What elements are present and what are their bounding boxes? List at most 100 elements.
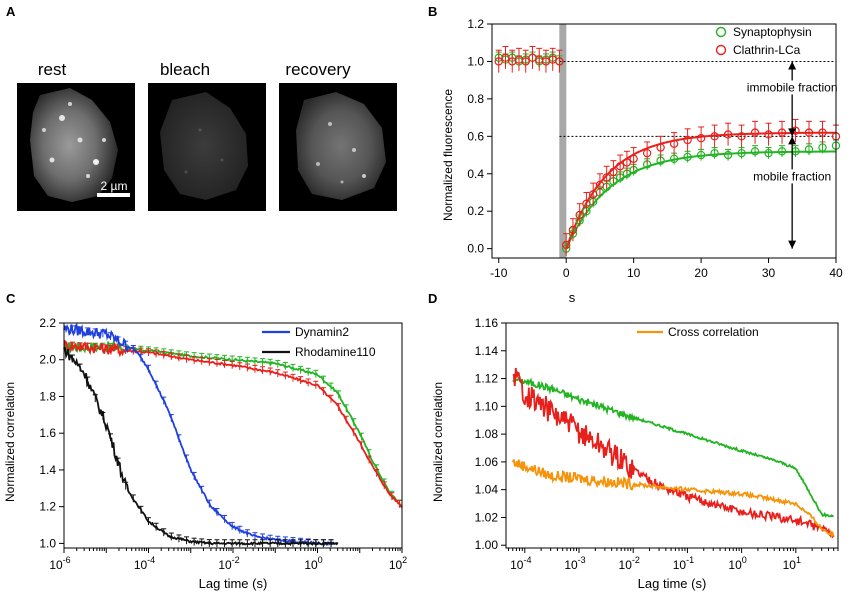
data-point-clathrin-lca <box>642 148 652 158</box>
panel-d-letter: D <box>428 291 437 306</box>
data-point-clathrin-lca <box>595 180 605 190</box>
d-ytick-label: 1.14 <box>475 344 499 358</box>
data-point-clathrin-lca <box>723 130 733 139</box>
arrow-head-down <box>788 240 797 249</box>
scale-bar <box>97 193 130 197</box>
b-ytick-label: 0.2 <box>467 204 484 218</box>
b-xlabel: s <box>569 290 576 305</box>
data-point-clathrin-lca <box>669 139 679 149</box>
data-point-synaptophysin <box>696 150 706 160</box>
image-recovery <box>279 83 397 211</box>
d-xtick-label: 101 <box>783 555 801 572</box>
data-point-synaptophysin <box>683 152 692 162</box>
c-xtick-label: 10-2 <box>218 555 239 572</box>
d-ytick-label: 1.12 <box>475 372 499 386</box>
annotation-label: mobile fraction <box>753 169 831 183</box>
d-ytick-label: 1.06 <box>475 455 499 469</box>
data-point-clathrin-lca <box>615 162 625 171</box>
legend-clathrin: Clathrin-LCa <box>733 43 801 57</box>
data-point-clathrin-lca <box>568 225 578 235</box>
d-ytick-label: 1.10 <box>475 399 499 413</box>
data-point-clathrin-lca <box>555 57 564 66</box>
b-xtick-label: 40 <box>829 266 843 280</box>
legend-cross-correlation: Cross correlation <box>668 325 759 339</box>
data-point-clathrin-lca <box>622 158 632 167</box>
image-rest: 2 µm <box>17 83 135 211</box>
series-line-red <box>63 339 402 508</box>
data-point-synaptophysin <box>750 147 760 156</box>
c-ytick-label: 1.8 <box>39 389 56 403</box>
b-ytick-label: 0.8 <box>467 92 484 106</box>
data-point-clathrin-lca <box>656 143 665 152</box>
data-point-synaptophysin <box>723 150 733 160</box>
data-point-clathrin-lca <box>750 128 760 137</box>
d-ytick-label: 1.04 <box>475 483 499 497</box>
b-xtick-label: 30 <box>762 266 776 280</box>
c-xtick-label: 102 <box>389 555 407 572</box>
data-point-clathrin-lca <box>804 128 814 137</box>
series-line-dynamin2 <box>63 323 339 546</box>
panel-a: A rest bleach recovery 2 µm <box>6 4 397 211</box>
arrow-head-up <box>788 136 797 145</box>
annotation-label: immobile fraction <box>747 80 838 94</box>
c-ytick-label: 1.2 <box>39 500 56 514</box>
legend-synaptophysin: Synaptophysin <box>733 25 812 39</box>
data-point-synaptophysin <box>710 148 719 158</box>
arrow-head-up <box>788 61 797 70</box>
d-ytick-label: 1.08 <box>475 427 499 441</box>
data-point-synaptophysin <box>669 154 679 163</box>
d-xtick-label: 10-1 <box>673 555 694 572</box>
data-point-clathrin-lca <box>575 210 584 220</box>
data-point-clathrin-lca <box>582 199 591 208</box>
data-point-clathrin-lca <box>710 132 719 141</box>
c-ytick-label: 2.0 <box>39 353 56 367</box>
d-xtick-label: 10-4 <box>510 555 531 572</box>
image-label-rest: rest <box>38 60 67 79</box>
data-point-clathrin-lca <box>521 57 530 66</box>
data-point-clathrin-lca <box>683 135 692 145</box>
c-xtick-label: 10-4 <box>134 555 155 572</box>
data-point-synaptophysin <box>777 147 787 156</box>
arrow-head-down <box>788 128 797 137</box>
b-axes-frame <box>491 23 837 259</box>
series-line-red <box>512 367 835 539</box>
data-point-clathrin-lca <box>777 128 787 137</box>
data-point-synaptophysin <box>818 143 827 152</box>
d-ytick-label: 1.16 <box>475 316 499 330</box>
scale-bar-label: 2 µm <box>101 179 128 193</box>
panel-d: D Normalized correlation Lag time (s) 1.… <box>428 291 839 591</box>
panel-c: C Normalized correlation Lag time (s) 1.… <box>3 291 407 591</box>
b-legend: Synaptophysin Clathrin-LCa <box>715 25 812 57</box>
d-axes-frame <box>505 322 839 549</box>
image-bleach <box>148 83 266 211</box>
legend-marker-synaptophysin <box>715 26 727 38</box>
data-point-clathrin-lca <box>629 154 638 163</box>
annotation-backdrop <box>744 169 841 184</box>
c-ytick-label: 1.4 <box>39 463 56 477</box>
b-ytick-label: 1.0 <box>467 54 484 68</box>
d-ytick-label: 1.00 <box>475 538 499 552</box>
data-point-clathrin-lca <box>818 128 827 137</box>
data-point-synaptophysin <box>764 148 773 158</box>
panel-b: B Normalized fluorescence s immobile fra… <box>428 4 843 305</box>
b-ylabel: Normalized fluorescence <box>441 89 455 221</box>
data-point-clathrin-lca <box>764 130 773 139</box>
data-point-synaptophysin <box>804 145 814 154</box>
data-point-clathrin-lca <box>588 190 598 199</box>
c-xtick-label: 100 <box>304 555 322 572</box>
c-ylabel: Normalized correlation <box>3 382 17 502</box>
series-line-green <box>512 375 834 518</box>
annotation-backdrop <box>744 80 841 95</box>
panel-b-letter: B <box>428 4 437 19</box>
d-xtick-label: 10-2 <box>619 555 640 572</box>
legend-rhodamine110: Rhodamine110 <box>295 345 376 359</box>
data-point-clathrin-lca <box>501 53 510 62</box>
data-point-clathrin-lca <box>602 173 611 182</box>
panel-a-letter: A <box>6 4 16 19</box>
data-point-clathrin-lca <box>737 132 746 141</box>
c-xlabel: Lag time (s) <box>199 576 268 591</box>
image-label-recovery: recovery <box>285 60 351 79</box>
legend-marker-clathrin <box>715 44 727 56</box>
data-point-synaptophysin <box>737 148 746 158</box>
data-point-clathrin-lca <box>494 57 503 66</box>
